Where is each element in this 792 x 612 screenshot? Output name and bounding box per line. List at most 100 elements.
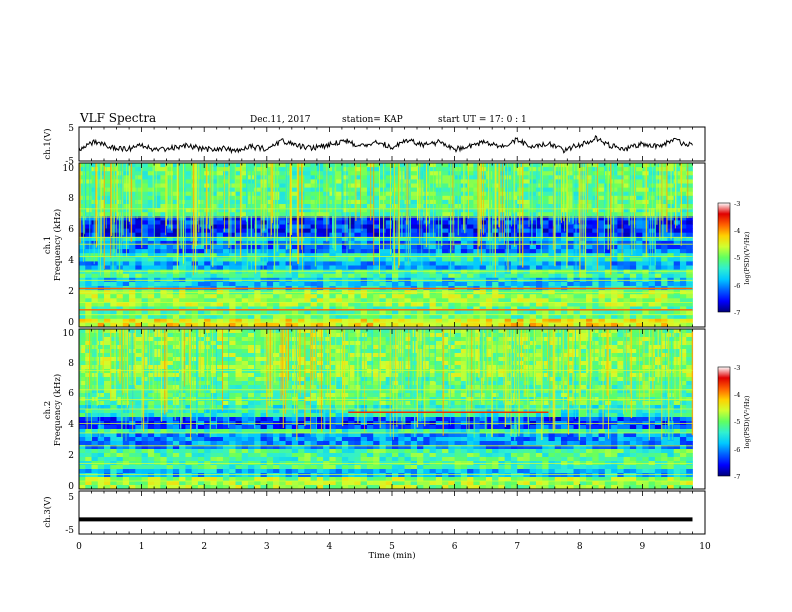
sp1-cell [442,245,449,250]
sp1-cell [85,318,92,324]
sp1-cell [229,204,236,209]
sp2-cell [141,333,149,338]
sp1-cell [185,208,193,213]
sp1-cell [442,302,449,307]
sp1-cell [104,302,111,307]
sp1-cell [104,273,111,279]
sp2-cell [122,469,130,474]
sp1-cell [329,257,337,262]
sp1-cell [417,306,424,311]
sp1-cell [85,245,92,250]
sp1-cell [467,167,474,172]
sp2-cell [141,485,149,490]
sp1-cell [310,183,318,188]
sp1-cell [567,195,574,201]
sp2-cell [154,409,161,414]
sp1-cell [135,195,142,201]
sp1-cell [185,294,193,299]
sp1-cell [417,220,424,225]
sp1-cell [97,310,105,316]
sp1-cell [573,179,581,184]
sp2-cell [110,373,117,378]
sp1-cell [373,261,380,266]
sp1-cell [310,187,318,193]
sp1-cell [216,220,224,225]
sp1-cell [467,208,474,213]
sp1-cell [467,245,474,250]
sp1-cell [135,318,142,324]
sp1-cell [135,228,142,234]
sp1-cell [548,249,556,254]
sp1-cell [279,191,286,197]
sp1-cell [110,220,117,225]
sp1-cell [636,314,643,320]
sp2-cell [135,437,142,442]
sp1-cell [629,183,637,188]
sp1-cell [141,171,149,176]
sp1-cell [329,265,337,270]
sp1-cell [673,269,681,275]
sp1-cell [523,220,531,225]
sp1-cell [335,281,343,287]
sp1-cell [191,306,199,311]
sp1-cell [341,269,349,275]
sp1-cell [448,187,455,193]
sp1-cell [629,216,637,221]
sp1-cell [417,253,424,258]
sp1-cell [104,236,111,242]
sp1-cell [473,195,481,201]
sp1-cell [379,322,387,328]
sp1-cell [654,179,662,184]
sp1-cell [535,191,543,197]
sp1-cell [548,175,556,180]
sp1-cell [661,232,668,238]
sp1-cell [673,314,681,320]
sp1-cell [573,294,581,299]
sp1-cell [110,199,117,205]
sp1-cell [523,204,531,209]
sp1-cell [304,269,312,275]
sp1-cell [654,269,662,275]
sp1-cell [548,236,556,242]
sp1-cell [517,253,524,258]
sp2-cell [91,437,99,442]
sp1-cell [492,298,499,303]
sp1-cell [91,204,99,209]
sp1-ytick-8: 8 [68,194,74,204]
sp1-cell [554,265,562,270]
sp1-cell [304,257,312,262]
sp1-cell [166,294,174,299]
sp1-cell [291,163,299,168]
sp2-cell [79,337,86,342]
sp1-cell [147,245,155,250]
sp1-cell [523,195,531,201]
sp1-cell [310,253,318,258]
sp1-cell [636,322,643,328]
sp1-cell [642,249,650,254]
sp1-cell [636,253,643,258]
sp2-cell [154,473,161,478]
sp1-cell [448,179,455,184]
sp2-cell [91,413,99,418]
sp1-cell [442,179,449,184]
sp2-cell [160,345,168,350]
sp1-cell [648,314,656,320]
sp1-cell [385,167,393,172]
sp1-cell [498,306,506,311]
sp1-cell [623,163,631,168]
sp1-cell [85,257,92,262]
sp1-cell [129,232,136,238]
sp1-cell [642,306,650,311]
sp1-cell [348,171,355,176]
sp2-cell [160,417,168,422]
sp1-cell [435,257,443,262]
sp1-cell [611,306,618,311]
sp2-cell [135,445,142,450]
sp1-cell [654,318,662,324]
sp1-cell [348,220,355,225]
sp1-cell [517,318,524,324]
sp1-cell [129,187,136,193]
sp1-cell [379,208,387,213]
sp1-cell [529,240,537,246]
sp1-cell [141,224,149,229]
